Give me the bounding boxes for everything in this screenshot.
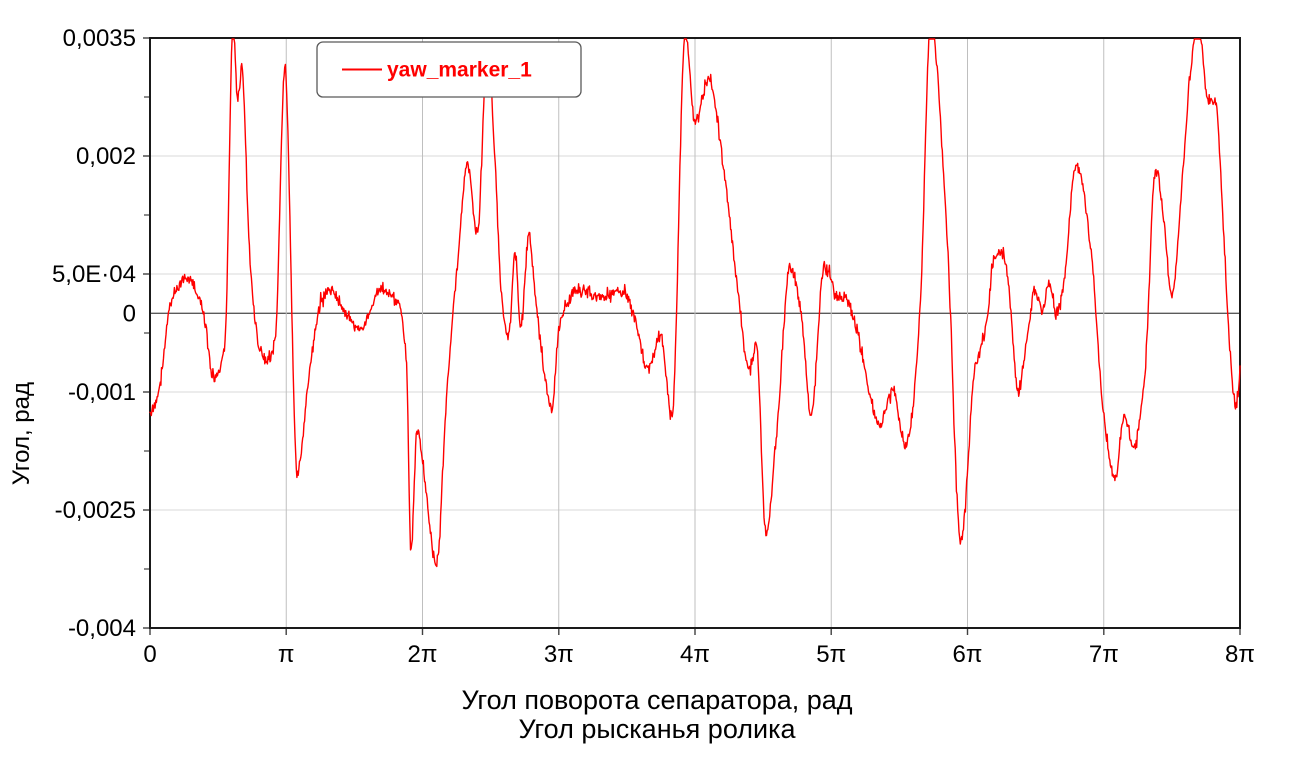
svg-text:2π: 2π [408, 641, 438, 668]
svg-text:0: 0 [143, 641, 156, 668]
svg-text:5,0E·04: 5,0E·04 [52, 261, 136, 288]
svg-text:7π: 7π [1089, 641, 1119, 668]
svg-text:0,0035: 0,0035 [63, 25, 136, 52]
svg-text:4π: 4π [680, 641, 710, 668]
svg-text:3π: 3π [544, 641, 574, 668]
svg-text:6π: 6π [953, 641, 983, 668]
svg-text:π: π [278, 641, 295, 668]
svg-text:-0,001: -0,001 [68, 379, 136, 406]
svg-text:yaw_marker_1: yaw_marker_1 [387, 59, 532, 82]
svg-text:-0,004: -0,004 [68, 615, 136, 642]
svg-text:8π: 8π [1225, 641, 1255, 668]
svg-text:0,002: 0,002 [76, 143, 136, 170]
svg-text:5π: 5π [816, 641, 846, 668]
svg-text:0: 0 [123, 300, 136, 327]
svg-text:-0,0025: -0,0025 [55, 497, 136, 524]
